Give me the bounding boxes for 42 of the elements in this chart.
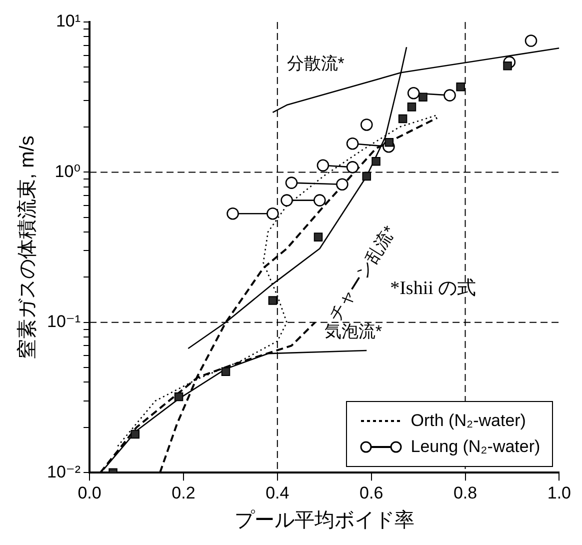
point [362, 172, 372, 181]
y-tick-label: 10¹ [56, 12, 81, 31]
point [268, 296, 278, 305]
point [360, 118, 373, 131]
point [221, 367, 230, 376]
x-tick-label: 0.6 [360, 483, 384, 502]
point [524, 34, 538, 47]
y-tick-label: 10⁻² [46, 462, 81, 482]
point [174, 392, 184, 402]
point [398, 114, 408, 124]
x-tick-label: 1.0 [547, 483, 572, 502]
point [384, 138, 394, 147]
point [346, 137, 359, 150]
x-tick-label: 0.0 [78, 483, 102, 502]
point [346, 161, 359, 174]
legend-label: Leung (N₂-water) [410, 436, 540, 457]
x-axis-title: プール平均ボイド率 [234, 510, 414, 532]
point [314, 194, 326, 206]
point [418, 92, 428, 102]
annotation: 気泡流* [324, 322, 382, 342]
point [285, 176, 298, 189]
annotation: 分散流* [286, 54, 344, 74]
point [226, 207, 239, 220]
point [336, 178, 348, 191]
legend-label: Orth (N₂-water) [410, 410, 526, 431]
point [130, 430, 140, 439]
annotation: *Ishii の式 [390, 278, 476, 299]
point [444, 89, 456, 102]
y-axis-title: 窒素ガスの体積流束, m/s [16, 136, 39, 359]
x-tick-label: 0.2 [172, 483, 196, 502]
point [407, 86, 420, 100]
y-tick-label: 10⁰ [54, 162, 81, 181]
point [314, 232, 323, 242]
y-tick-label: 10⁻¹ [46, 312, 81, 332]
point [372, 157, 380, 166]
point [316, 159, 330, 172]
point [280, 194, 293, 206]
point [456, 82, 465, 92]
point [407, 102, 416, 112]
x-tick-label: 0.4 [266, 483, 290, 502]
x-tick-label: 0.8 [453, 483, 478, 502]
point [266, 207, 279, 220]
